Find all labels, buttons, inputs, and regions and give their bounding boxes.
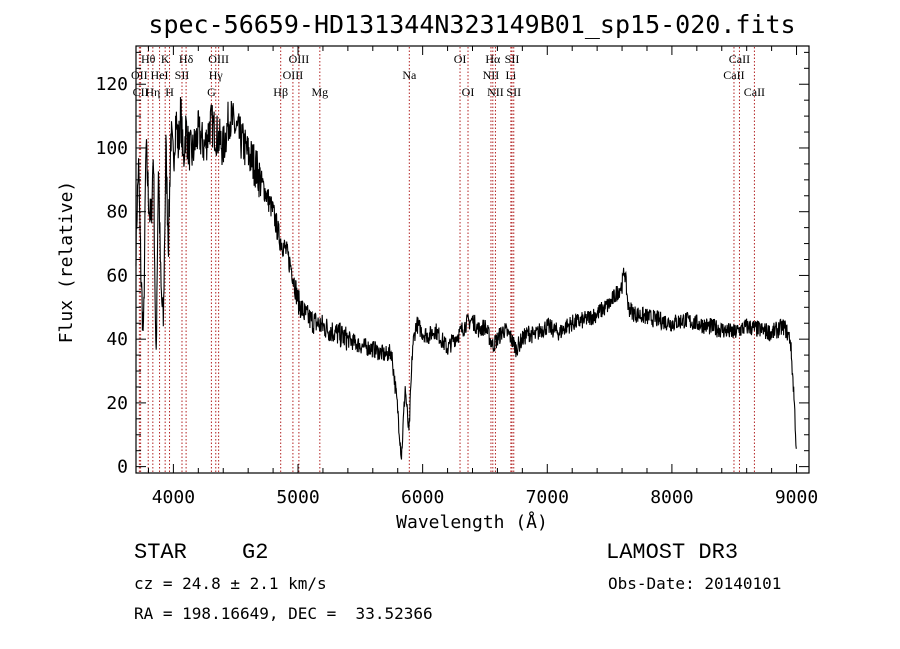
line-label-9: OIII [208, 52, 229, 66]
line-label-22: Li [506, 68, 517, 82]
y-tick-label: 20 [106, 393, 128, 414]
line-label-16: Na [402, 68, 417, 82]
axis-tick-labels: 4000 5000 6000 7000 8000 9000 0 20 40 60 80 100 120 [95, 74, 818, 508]
object-class: STAR [134, 540, 187, 565]
line-label-19: Hα [485, 52, 501, 66]
y-tick-label: 80 [106, 202, 128, 223]
y-tick-label: 0 [117, 457, 128, 478]
line-label-24: SII [506, 85, 521, 99]
line-label-14: OIII [283, 68, 304, 82]
line-label-10: Hγ [209, 68, 224, 82]
line-label-12: Hβ [273, 85, 288, 99]
line-label-4: HeI [151, 68, 169, 82]
x-tick-label: 6000 [401, 487, 444, 508]
spectrum-series-line [135, 96, 797, 460]
x-tick-label: 7000 [526, 487, 569, 508]
axis-ticks [136, 46, 809, 473]
line-label-13: OIII [289, 52, 310, 66]
line-label-8: Hδ [179, 52, 194, 66]
line-label-2: CII [133, 85, 149, 99]
y-tick-label: 100 [95, 138, 128, 159]
line-label-17: OI [454, 52, 467, 66]
y-tick-label: 60 [106, 265, 128, 286]
line-label-25: CaII [729, 52, 750, 66]
line-label-1: OII [131, 68, 148, 82]
line-label-0: Hθ [141, 52, 156, 66]
line-label-27: CaII [744, 85, 765, 99]
line-label-6: H [165, 85, 174, 99]
x-tick-label: 8000 [650, 487, 693, 508]
x-tick-label: 9000 [775, 487, 818, 508]
line-label-20: SII [505, 52, 520, 66]
x-tick-label: 5000 [276, 487, 319, 508]
chart-title: spec-56659-HD131344N323149B01_sp15-020.f… [148, 10, 795, 39]
line-label-15: Mg [311, 85, 328, 99]
line-label-5: Hη [145, 85, 160, 99]
spectral-line-markers [138, 47, 755, 472]
line-label-26: CaII [723, 68, 744, 82]
survey-label: LAMOST DR3 [606, 540, 739, 565]
line-label-11: G [207, 85, 216, 99]
plot-frame [135, 45, 810, 474]
object-subclass: G2 [242, 540, 269, 565]
obs-date: Obs-Date: 20140101 [608, 574, 782, 593]
line-label-23: NII [487, 85, 504, 99]
line-label-21: NII [483, 68, 500, 82]
line-label-3: K [161, 52, 170, 66]
x-tick-label: 4000 [152, 487, 195, 508]
y-tick-label: 40 [106, 329, 128, 350]
redshift-line: cz = 24.8 ± 2.1 km/s [134, 574, 327, 593]
x-axis-label: Wavelength (Å) [396, 511, 548, 533]
y-tick-label: 120 [95, 74, 128, 95]
coordinates: RA = 198.16649, DEC = 33.52366 [134, 604, 433, 623]
line-label-7: SII [175, 68, 190, 82]
y-axis-label: Flux (relative) [56, 181, 77, 344]
line-label-18: OI [462, 85, 475, 99]
